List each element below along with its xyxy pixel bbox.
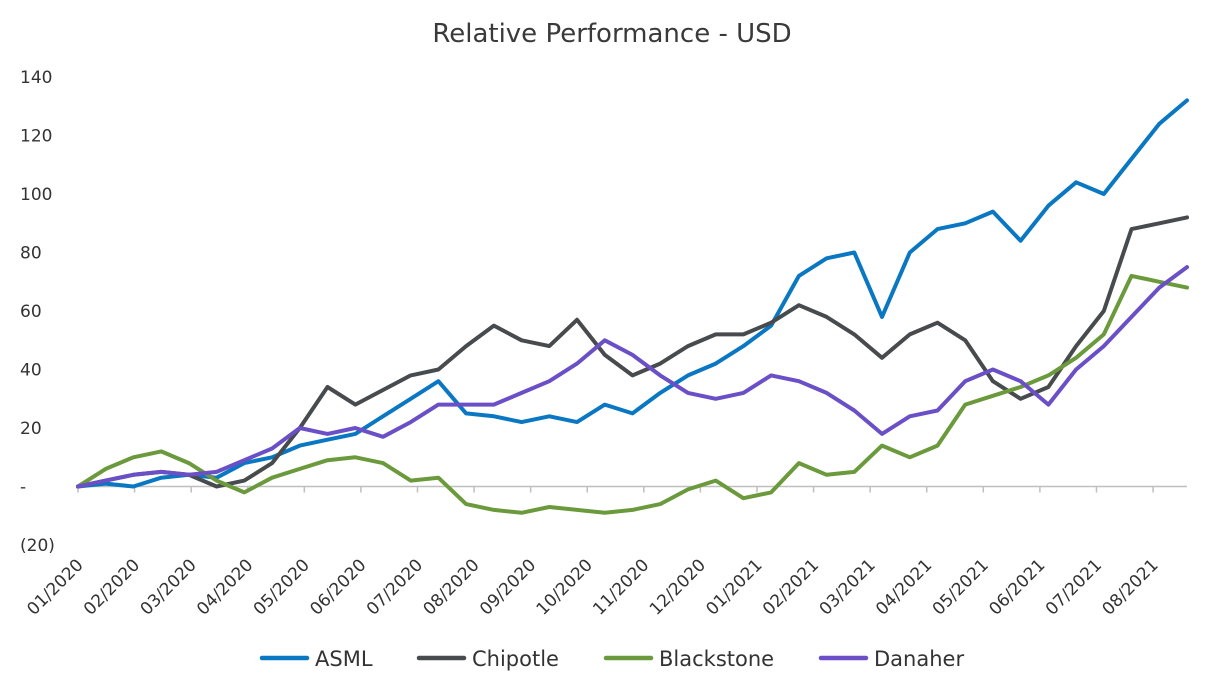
y-tick-label: 120 xyxy=(20,127,52,147)
x-tick-label: 03/2021 xyxy=(816,555,880,619)
legend-label-danaher: Danaher xyxy=(874,647,964,671)
y-tick-label: 100 xyxy=(20,185,52,205)
y-tick-label: 20 xyxy=(20,419,42,439)
x-tick-label: 07/2021 xyxy=(1042,555,1106,619)
series-line-chipotle xyxy=(76,215,1189,489)
x-tick-label: 12/2020 xyxy=(646,555,710,619)
series-line-blackstone xyxy=(76,273,1189,515)
y-axis-ticks: 140 120 100 80 60 40 20 - (20) xyxy=(20,68,55,556)
x-tick-label: 08/2021 xyxy=(1099,555,1163,619)
x-tick-label: 09/2020 xyxy=(476,555,540,619)
x-tick-label: 03/2020 xyxy=(137,555,201,619)
x-tick-label: 06/2020 xyxy=(306,555,370,619)
x-tick-label: 04/2021 xyxy=(872,555,936,619)
x-tick-label: 02/2021 xyxy=(759,555,823,619)
y-tick-label: 40 xyxy=(20,361,42,381)
x-tick-label: 04/2020 xyxy=(193,555,257,619)
y-tick-label: 60 xyxy=(20,302,42,322)
y-tick-label: (20) xyxy=(20,536,55,556)
x-tick-label: 05/2021 xyxy=(929,555,993,619)
x-tick-label: 01/2021 xyxy=(702,555,766,619)
x-tick-label: 01/2020 xyxy=(23,555,87,619)
x-tick-label: 10/2020 xyxy=(533,555,597,619)
chart-title: Relative Performance - USD xyxy=(432,19,791,49)
x-axis: 01/202002/202003/202004/202005/202006/20… xyxy=(23,485,1187,619)
legend-label-chipotle: Chipotle xyxy=(472,647,559,671)
y-tick-label: 140 xyxy=(20,68,52,88)
series-line-danaher xyxy=(76,265,1189,489)
y-tick-label: - xyxy=(20,478,26,498)
series-line-asml xyxy=(76,98,1189,489)
x-tick-label: 07/2020 xyxy=(363,555,427,619)
legend-label-blackstone: Blackstone xyxy=(659,647,774,671)
legend-label-asml: ASML xyxy=(315,647,373,671)
x-tick-label: 11/2020 xyxy=(589,555,653,619)
series-lines xyxy=(76,98,1189,515)
x-tick-label: 05/2020 xyxy=(250,555,314,619)
x-tick-label: 08/2020 xyxy=(420,555,484,619)
y-tick-label: 80 xyxy=(20,244,42,264)
legend: ASML Chipotle Blackstone Danaher xyxy=(259,647,964,671)
x-tick-label: 02/2020 xyxy=(80,555,144,619)
x-tick-label: 06/2021 xyxy=(985,555,1049,619)
